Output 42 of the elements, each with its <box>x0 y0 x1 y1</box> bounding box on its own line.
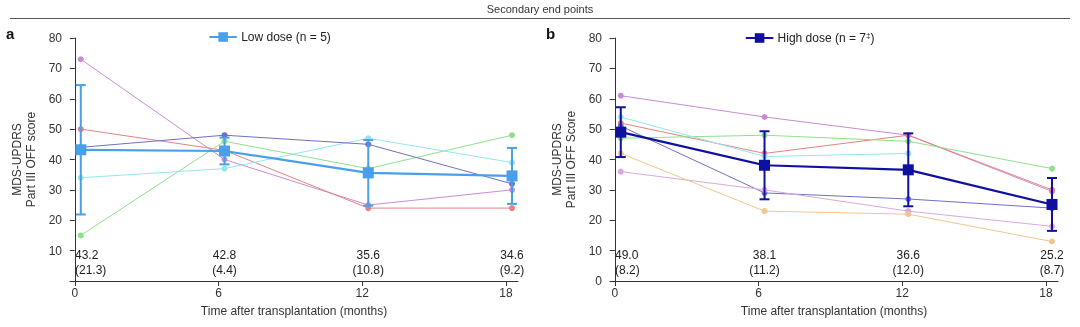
annotation: 38.1 (11.2) <box>749 247 780 277</box>
y-tick-label: 10 <box>588 243 603 258</box>
text: b <box>546 25 556 42</box>
legend-label: Low dose (n = 5) <box>241 30 331 44</box>
y-tick-label: 50 <box>588 122 603 137</box>
x-tick-label: 6 <box>755 286 763 300</box>
y-tick-label: 30 <box>48 182 63 197</box>
text: a <box>6 25 15 42</box>
chart-title: Secondary end points <box>485 3 595 15</box>
y-tick-label: 20 <box>588 213 603 228</box>
y-tick-label: 60 <box>48 91 63 106</box>
annotation: 25.2 (8.7) <box>1039 247 1065 277</box>
y-tick-label: 50 <box>48 122 63 137</box>
x-tick-label: 18 <box>499 286 514 300</box>
y-tick-label: 70 <box>48 61 63 76</box>
x-axis-title: Time after transplantation (months) <box>740 304 928 318</box>
x-tick-label: 0 <box>611 286 619 300</box>
y-tick-label: 40 <box>48 152 63 167</box>
y-tick-label: 80 <box>48 31 63 45</box>
annotation: 42.8 (4.4) <box>212 247 237 277</box>
annotation: 35.6 (10.8) <box>352 247 384 277</box>
x-tick-label: 0 <box>71 286 79 300</box>
annotation: 49.0 (8.2) <box>615 247 640 277</box>
y-axis-title: MDS-UPDRS Part III OFF Score <box>549 110 578 209</box>
y-tick-label: 0 <box>595 274 603 288</box>
y-axis-title: MDS-UPDRS Part III OFF score <box>9 111 38 208</box>
annotation: 34.6 (9.2) <box>499 247 525 277</box>
annotation: 43.2 (21.3) <box>75 247 107 277</box>
x-tick-label: 12 <box>895 286 910 300</box>
x-tick-label: 18 <box>1039 286 1054 300</box>
annotation: 36.6 (12.0) <box>892 247 924 277</box>
y-tick-label: 30 <box>588 182 603 197</box>
y-tick-label: 10 <box>48 243 63 258</box>
y-tick-label: 70 <box>588 61 603 76</box>
y-tick-label: 80 <box>588 31 603 45</box>
x-tick-label: 6 <box>215 286 223 300</box>
y-tick-label: 60 <box>588 91 603 106</box>
y-tick-label: 20 <box>48 213 63 228</box>
x-axis-title: Time after transplantation (months) <box>200 304 388 318</box>
x-tick-label: 12 <box>355 286 370 300</box>
y-tick-label: 40 <box>588 152 603 167</box>
legend-label: High dose (n = 7‡) <box>777 30 875 45</box>
